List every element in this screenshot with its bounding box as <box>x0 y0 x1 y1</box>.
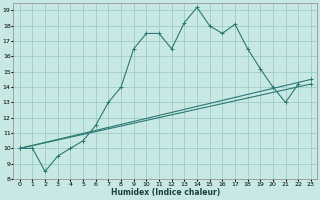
X-axis label: Humidex (Indice chaleur): Humidex (Indice chaleur) <box>111 188 220 197</box>
